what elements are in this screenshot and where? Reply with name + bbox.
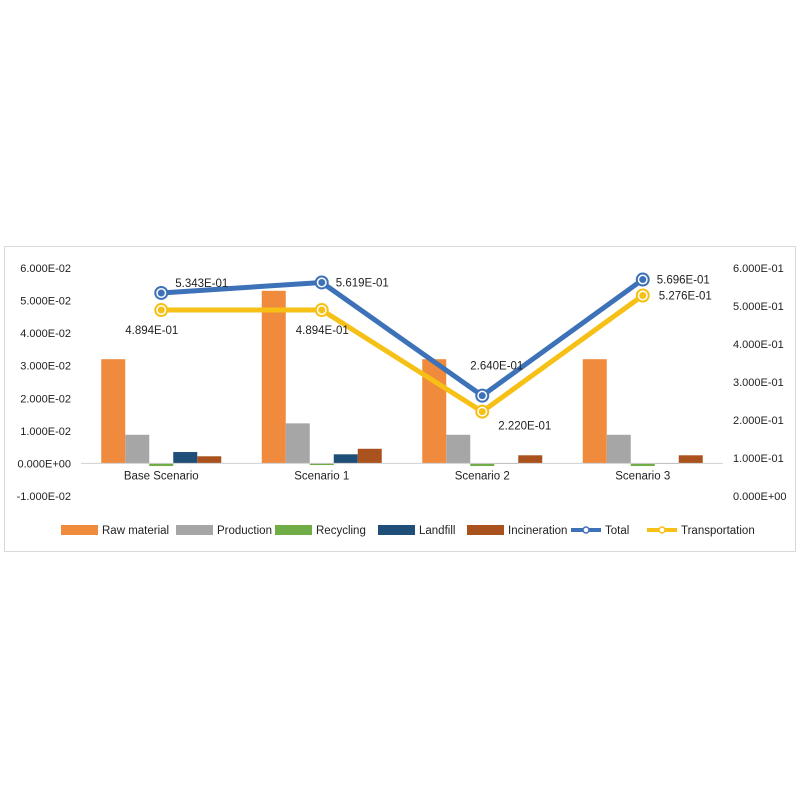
- data-label-total: 5.343E-01: [175, 278, 228, 290]
- right-tick-label: 3.000E-01: [733, 377, 784, 389]
- category-label: Scenario 2: [455, 470, 510, 482]
- data-label-total: 5.696E-01: [657, 275, 710, 287]
- bar-production: [285, 423, 310, 464]
- legend-swatch-landfill: [378, 525, 415, 535]
- left-axis-ticks: -1.000E-02 0.000E+00 1.000E-02 2.000E-02 3.0…: [17, 263, 71, 503]
- data-labels: 5.343E-01 5.619E-01 2.640E-01 5.696E-01 4.89…: [125, 275, 712, 433]
- legend-label-incineration: Incineration: [508, 525, 567, 537]
- bar-raw-material: [101, 359, 126, 464]
- legend-swatch-raw-material: [61, 525, 98, 535]
- bar-recycling: [630, 463, 655, 467]
- legend-label-raw-material: Raw material: [102, 525, 169, 537]
- bar-landfill: [173, 452, 198, 464]
- chart-frame: -1.000E-02 0.000E+00 1.000E-02 2.000E-02 3.0…: [4, 246, 796, 552]
- combo-chart: -1.000E-02 0.000E+00 1.000E-02 2.000E-02 3.0…: [17, 263, 787, 537]
- marker-dot-transportation: [318, 306, 326, 314]
- right-tick-label: 0.000E+00: [733, 491, 787, 503]
- left-tick-label: 4.000E-02: [20, 328, 71, 340]
- data-label-transportation: 4.894E-01: [296, 325, 349, 337]
- bar-incineration: [518, 455, 543, 464]
- marker-dot-transportation: [639, 292, 647, 300]
- bar-raw-material: [582, 359, 607, 464]
- marker-dot-transportation: [157, 306, 165, 314]
- line-transportation: [161, 293, 645, 415]
- bar-incineration: [357, 448, 382, 464]
- data-label-total: 5.619E-01: [336, 277, 389, 289]
- legend-label-production: Production: [217, 525, 272, 537]
- legend-label-transportation: Transportation: [681, 525, 755, 537]
- bar-raw-material: [261, 290, 286, 464]
- right-tick-label: 5.000E-01: [733, 301, 784, 313]
- line-series: [154, 272, 650, 419]
- bar-recycling: [309, 463, 334, 466]
- bar-recycling: [470, 463, 495, 467]
- category-labels: Base Scenario Scenario 1 Scenario 2 Scenari…: [124, 470, 670, 482]
- data-label-transportation: 2.220E-01: [498, 421, 551, 433]
- marker-dot-transportation: [478, 408, 486, 416]
- bar-production: [125, 434, 150, 464]
- category-label: Scenario 3: [615, 470, 670, 482]
- bar-landfill: [333, 454, 358, 464]
- data-label-total: 2.640E-01: [470, 361, 523, 373]
- category-label: Base Scenario: [124, 470, 199, 482]
- right-axis-ticks: 0.000E+00 1.000E-01 2.000E-01 3.000E-01 4.00…: [733, 263, 787, 503]
- legend-marker-total: [582, 526, 590, 534]
- marker-dot-total: [478, 392, 486, 400]
- marker-dot-total: [157, 289, 165, 297]
- legend-swatch-production: [176, 525, 213, 535]
- left-tick-label: -1.000E-02: [17, 491, 71, 503]
- line-total: [161, 277, 645, 399]
- category-label: Scenario 1: [294, 470, 349, 482]
- left-tick-label: 3.000E-02: [20, 361, 71, 373]
- left-tick-label: 6.000E-02: [20, 263, 71, 275]
- right-tick-label: 2.000E-01: [733, 415, 784, 427]
- legend-swatch-recycling: [275, 525, 312, 535]
- left-tick-label: 1.000E-02: [20, 426, 71, 438]
- bar-series: [101, 290, 703, 467]
- bar-production: [446, 434, 471, 464]
- legend-label-total: Total: [605, 525, 629, 537]
- data-label-transportation: 5.276E-01: [659, 291, 712, 303]
- legend: Raw material Production Recycling Landfill I…: [61, 525, 755, 537]
- left-tick-label: 5.000E-02: [20, 296, 71, 308]
- legend-swatch-incineration: [467, 525, 504, 535]
- bar-production: [606, 434, 631, 464]
- bar-recycling: [149, 463, 174, 467]
- marker-dot-total: [318, 278, 326, 286]
- left-tick-label: 0.000E+00: [17, 458, 71, 470]
- data-label-transportation: 4.894E-01: [125, 325, 178, 337]
- marker-dot-total: [639, 276, 647, 284]
- bar-incineration: [197, 456, 222, 464]
- bar-incineration: [678, 455, 703, 464]
- legend-marker-transportation: [658, 526, 666, 534]
- right-tick-label: 4.000E-01: [733, 339, 784, 351]
- legend-label-landfill: Landfill: [419, 525, 455, 537]
- right-tick-label: 6.000E-01: [733, 263, 784, 275]
- right-tick-label: 1.000E-01: [733, 453, 784, 465]
- left-tick-label: 2.000E-02: [20, 393, 71, 405]
- legend-label-recycling: Recycling: [316, 525, 366, 537]
